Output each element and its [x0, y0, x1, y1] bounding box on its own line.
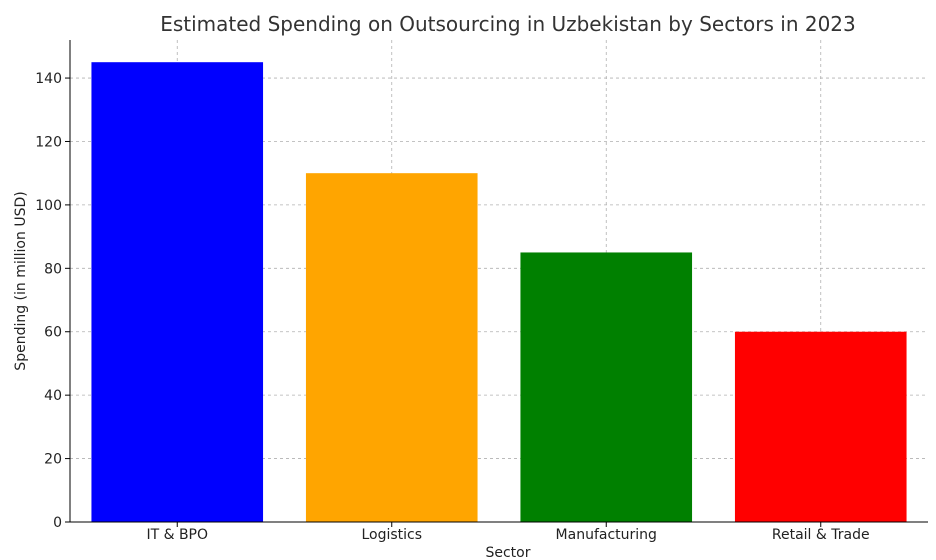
- x-tick-label: Logistics: [361, 527, 422, 543]
- axes: 0 20 40 60 80 100 120 140 IT & BPO Logistics Manuf…: [35, 40, 928, 543]
- y-tick-label: 60: [44, 325, 62, 341]
- x-tick-label: Manufacturing: [556, 527, 657, 543]
- bars: [91, 62, 907, 523]
- bar-it-bpo: [91, 62, 264, 523]
- y-tick-label: 120: [35, 134, 62, 150]
- bar-logistics: [305, 173, 478, 522]
- y-tick-label: 0: [53, 515, 62, 531]
- y-axis-label: Spending (in million USD): [13, 191, 29, 370]
- y-tick-label: 140: [35, 71, 62, 87]
- y-tick-label: 100: [35, 198, 62, 214]
- bar-retail-trade: [734, 331, 907, 522]
- y-tick-label: 20: [44, 452, 62, 468]
- y-tick-label: 40: [44, 388, 62, 404]
- x-tick-label: Retail & Trade: [772, 527, 870, 543]
- bar-manufacturing: [520, 252, 693, 523]
- chart-title: Estimated Spending on Outsourcing in Uzb…: [160, 12, 856, 36]
- x-tick-label: IT & BPO: [146, 527, 208, 543]
- x-axis-label: Sector: [485, 545, 530, 560]
- y-tick-label: 80: [44, 261, 62, 277]
